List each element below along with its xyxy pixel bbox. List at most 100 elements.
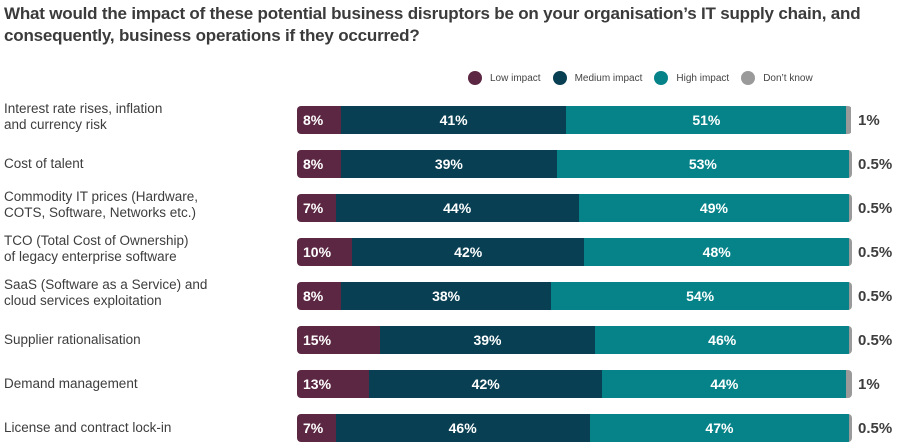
- bar-segment-dont-know: [846, 106, 852, 134]
- data-label-dont-know: 0.5%: [858, 199, 893, 217]
- bar-segment-high: 49%: [578, 194, 850, 222]
- legend-swatch-low: [468, 71, 482, 85]
- bar-segment-dont-know: [849, 414, 852, 442]
- data-label: 13%: [303, 376, 332, 392]
- bar-segment-dont-know: [849, 282, 852, 310]
- data-label: 41%: [439, 112, 468, 128]
- category-label-line: Commodity IT prices (Hardware,: [4, 189, 199, 204]
- category-label-line: License and contract lock-in: [4, 420, 172, 435]
- data-label: 46%: [708, 332, 737, 348]
- data-label: 38%: [432, 288, 461, 304]
- bar-row: 8% 38% 54%: [297, 282, 852, 310]
- bar-segment-medium: 46%: [335, 414, 590, 442]
- data-label: 49%: [699, 200, 728, 216]
- legend-swatch-high: [654, 71, 669, 85]
- category-label-line: TCO (Total Cost of Ownership): [4, 233, 189, 248]
- legend-item-dont-know: Don’t know: [741, 71, 813, 85]
- legend-label-medium: Medium impact: [574, 72, 643, 84]
- bar-row: 10% 42% 48%: [297, 238, 852, 266]
- bar-segment-dont-know: [849, 238, 852, 266]
- data-label: 42%: [454, 244, 483, 260]
- bar-segment-high: 51%: [566, 106, 847, 134]
- bar-segment-low: 8%: [297, 150, 342, 178]
- data-label: 15%: [303, 332, 332, 348]
- legend-swatch-medium: [552, 71, 567, 85]
- data-label: 54%: [686, 288, 715, 304]
- bar-segment-medium: 41%: [340, 106, 567, 134]
- legend-label-low: Low impact: [490, 72, 541, 84]
- bar-segment-dont-know: [849, 326, 852, 354]
- bar-segment-high: 53%: [556, 150, 850, 178]
- bar-row: 8% 39% 53%: [297, 150, 852, 178]
- data-label: 44%: [710, 376, 739, 392]
- category-label-line: Cost of talent: [4, 156, 84, 171]
- category-label: SaaS (Software as a Service) and cloud se…: [4, 275, 284, 311]
- data-label: 46%: [448, 420, 477, 436]
- legend-swatch-dont-know: [741, 71, 756, 85]
- bar-segment-high: 54%: [551, 282, 850, 310]
- legend-label-high: High impact: [676, 72, 730, 84]
- bar-segment-high: 48%: [584, 238, 850, 266]
- data-label-dont-know: 0.5%: [858, 331, 893, 349]
- bar-row: 7% 46% 47%: [297, 414, 852, 442]
- category-label-line: COTS, Software, Networks etc.): [4, 205, 197, 220]
- data-label-dont-know: 0.5%: [858, 287, 893, 305]
- data-label: 48%: [702, 244, 731, 260]
- data-label: 39%: [473, 332, 502, 348]
- bar-segment-medium: 39%: [379, 326, 596, 354]
- data-label: 7%: [303, 200, 324, 216]
- bar-segment-medium: 38%: [341, 282, 552, 310]
- category-label-line: cloud services exploitation: [4, 293, 162, 308]
- category-label: License and contract lock-in: [4, 410, 284, 446]
- data-label: 8%: [303, 112, 324, 128]
- bar-segment-low: 7%: [297, 414, 336, 442]
- data-label-dont-know: 0.5%: [858, 243, 893, 261]
- legend: Low impact Medium impact High impact Don…: [468, 69, 825, 87]
- data-label: 47%: [705, 420, 734, 436]
- data-label: 39%: [434, 156, 463, 172]
- bar-segment-medium: 42%: [369, 370, 603, 398]
- category-label: Commodity IT prices (Hardware, COTS, Soft…: [4, 187, 284, 223]
- bar-segment-low: 10%: [297, 238, 353, 266]
- data-label-dont-know: 1%: [858, 111, 880, 129]
- bar-segment-low: 8%: [297, 282, 342, 310]
- category-label-line: Supplier rationalisation: [4, 332, 141, 347]
- data-label: 10%: [303, 244, 332, 260]
- legend-item-medium: Medium impact: [552, 71, 643, 85]
- bar-row: 13% 42% 44%: [297, 370, 852, 398]
- chart-title: What would the impact of these potential…: [4, 4, 861, 45]
- bar-segment-medium: 39%: [341, 150, 557, 178]
- bar-segment-low: 13%: [297, 370, 370, 398]
- category-label-line: SaaS (Software as a Service) and: [4, 277, 208, 292]
- legend-label-dont-know: Don’t know: [763, 72, 813, 84]
- data-label: 8%: [303, 156, 324, 172]
- data-label: 8%: [303, 288, 324, 304]
- bar-segment-low: 15%: [297, 326, 380, 354]
- legend-item-low: Low impact: [468, 71, 541, 85]
- category-label: Supplier rationalisation: [4, 322, 284, 358]
- data-label: 53%: [688, 156, 717, 172]
- category-label-line: Interest rate rises, inflation: [4, 101, 163, 116]
- bar-segment-low: 7%: [297, 194, 336, 222]
- category-label: Interest rate rises, inflation and curren…: [4, 99, 284, 135]
- category-label-line: Demand management: [4, 376, 138, 391]
- bar-segment-medium: 42%: [352, 238, 585, 266]
- data-label-dont-know: 0.5%: [858, 155, 893, 173]
- bar-segment-dont-know: [846, 370, 852, 398]
- data-label-dont-know: 0.5%: [858, 419, 893, 437]
- data-label: 44%: [443, 200, 472, 216]
- bar-row: 8% 41% 51%: [297, 106, 852, 134]
- category-label: Demand management: [4, 366, 284, 402]
- bar-row: 15% 39% 46%: [297, 326, 852, 354]
- data-label-dont-know: 1%: [858, 375, 880, 393]
- legend-item-high: High impact: [654, 71, 729, 85]
- data-label: 51%: [692, 112, 721, 128]
- bar-segment-medium: 44%: [335, 194, 579, 222]
- category-label-line: and currency risk: [4, 117, 107, 132]
- bar-segment-high: 47%: [589, 414, 850, 442]
- bar-segment-high: 46%: [595, 326, 850, 354]
- bar-segment-dont-know: [849, 150, 852, 178]
- category-label: Cost of talent: [4, 146, 284, 182]
- data-label: 42%: [471, 376, 500, 392]
- bar-row: 7% 44% 49%: [297, 194, 852, 222]
